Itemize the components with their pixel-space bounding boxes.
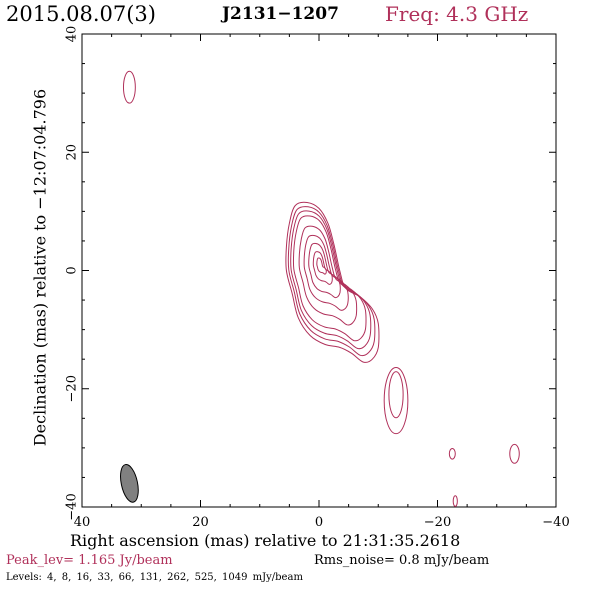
y-tick-label: 0	[65, 266, 80, 274]
core-jet-contour	[316, 257, 327, 275]
frequency-label: Freq: 4.3 GHz	[385, 2, 529, 26]
x-tick-label: 20	[192, 515, 209, 530]
x-axis-label: Right ascension (mas) relative to 21:31:…	[70, 531, 461, 550]
y-tick-label: 40	[65, 26, 80, 43]
contour-levels: Levels: 4, 8, 16, 33, 66, 131, 262, 525,…	[6, 572, 303, 583]
x-tick-label: −40	[542, 515, 569, 530]
x-tick-label: 40	[74, 515, 91, 530]
axis-tick-labels: 40 20 0 −20 −40 −40 −20 0 20 40	[65, 26, 570, 530]
contour-lines	[122, 70, 520, 507]
feature-contour-small	[452, 495, 458, 507]
y-tick-label: −20	[65, 375, 80, 402]
core-jet-contour	[298, 225, 358, 326]
core-jet-contour	[290, 210, 372, 350]
source-name: J2131−1207	[222, 4, 339, 24]
beam-shape	[120, 463, 139, 503]
rms-noise: Rms_noise= 0.8 mJy/beam	[314, 553, 490, 568]
feature-contour-small	[448, 447, 456, 460]
core-jet-contour	[285, 201, 380, 363]
y-tick-label: 20	[65, 144, 80, 161]
core-jet-contour	[287, 206, 376, 357]
y-axis-label: Declination (mas) relative to −12:07:04.…	[30, 88, 50, 447]
x-tick-label: 0	[315, 515, 323, 530]
peak-level: Peak_lev= 1.165 Jy/beam	[6, 553, 173, 568]
y-tick-label: −40	[65, 493, 80, 520]
core-jet-contour	[308, 242, 341, 299]
axis-ticks	[81, 33, 557, 508]
beam-ellipse	[120, 463, 139, 503]
feature-contour-small	[509, 443, 520, 464]
core-jet-contour	[303, 234, 349, 311]
x-tick-label: −20	[424, 515, 451, 530]
feature-contour-sw-inner	[388, 371, 404, 419]
feature-contour-sw	[383, 366, 409, 435]
observation-date: 2015.08.07(3)	[6, 2, 156, 26]
feature-contour-north	[122, 70, 136, 104]
core-jet-contour	[292, 215, 367, 342]
core-jet-contour	[312, 251, 333, 285]
